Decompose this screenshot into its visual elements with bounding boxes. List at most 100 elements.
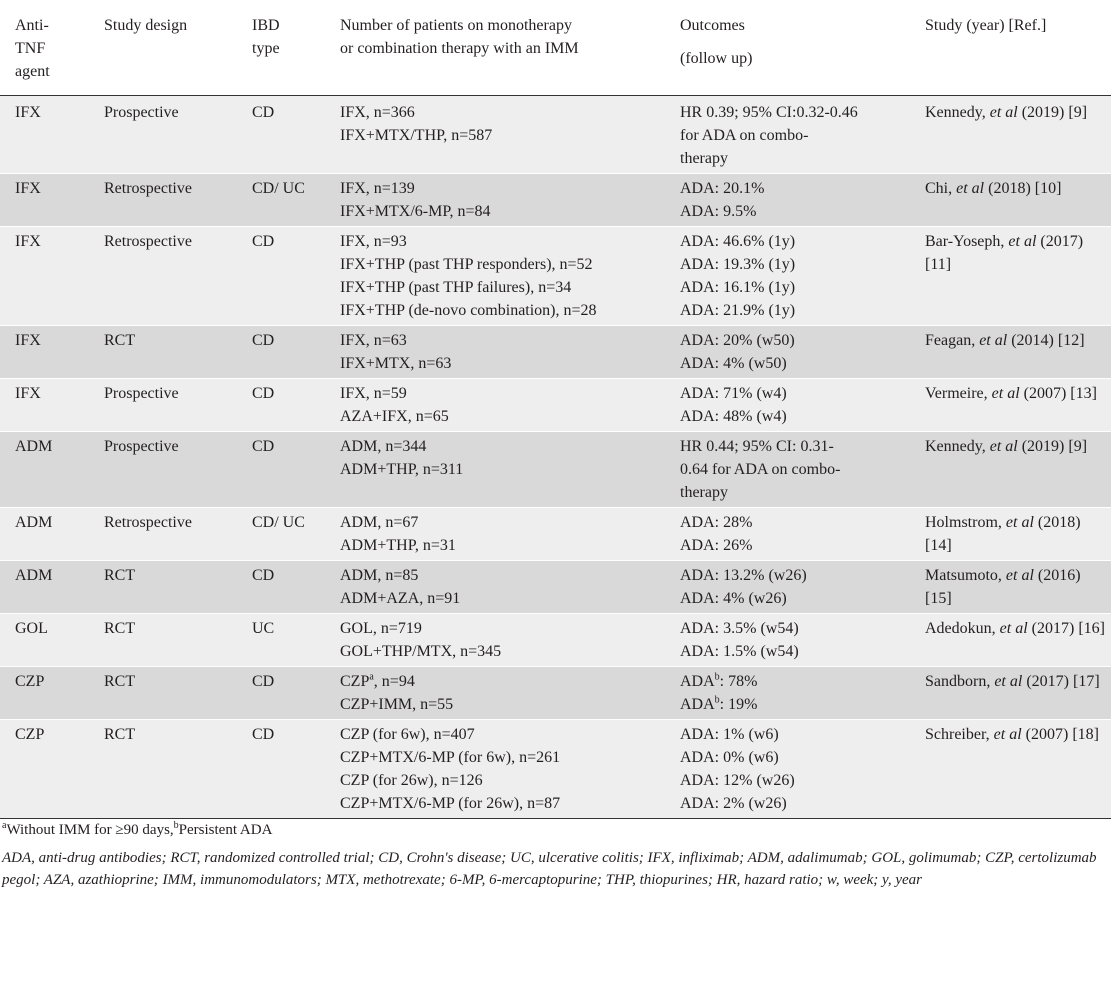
study-author: Vermeire, xyxy=(925,385,988,402)
header-outcomes: Outcomes (follow up) xyxy=(665,0,910,96)
outcomes-line: ADA: 3.5% (w54) xyxy=(680,620,799,637)
study-year-ref: (2016) [15] xyxy=(925,567,1081,607)
cell-ibd-type: CD xyxy=(237,378,325,432)
cell-design: RCT xyxy=(89,325,237,379)
cell-study: Chi, et al (2018) [10] xyxy=(910,173,1111,227)
cell-ibd-type: CD xyxy=(237,719,325,819)
patients-line: ADM+THP, n=31 xyxy=(340,537,456,554)
patients-line: IFX, n=366 xyxy=(340,104,415,121)
cell-ibd-type: CD xyxy=(237,226,325,326)
study-et-al: et al xyxy=(991,385,1020,402)
cell-agent: IFX xyxy=(0,95,89,174)
patients-line: CZPa, n=94 xyxy=(340,671,415,690)
table-row: ADM Prospective CD ADM, n=344 ADM+THP, n=311… xyxy=(0,431,1111,508)
patients-line: CZP+MTX/6-MP (for 6w), n=261 xyxy=(340,749,561,766)
cell-patients: CZP (for 6w), n=407 CZP+MTX/6-MP (for 6w)… xyxy=(325,719,665,819)
study-et-al: et al xyxy=(989,104,1018,121)
cell-agent: IFX xyxy=(0,325,89,379)
cell-agent: ADM xyxy=(0,560,89,614)
cell-design: RCT xyxy=(89,666,237,720)
outcomes-line: ADA: 13.2% (w26) xyxy=(680,567,807,584)
header-study: Study (year) [Ref.] xyxy=(910,0,1111,96)
cell-design: Prospective xyxy=(89,431,237,508)
patients-line: ADM+THP, n=311 xyxy=(340,461,464,478)
outcomes-line: ADA: 20.1% xyxy=(680,180,765,197)
patients-line: CZP (for 26w), n=126 xyxy=(340,772,483,789)
table-row: CZP RCT CD CZP (for 6w), n=407 CZP+MTX/6-MP … xyxy=(0,719,1111,819)
cell-outcomes: ADA: 20.1% ADA: 9.5% xyxy=(665,173,910,227)
study-author: Feagan, xyxy=(925,332,976,349)
cell-patients: IFX, n=93 IFX+THP (past THP responders), … xyxy=(325,226,665,326)
cell-study: Feagan, et al (2014) [12] xyxy=(910,325,1111,379)
cell-outcomes: HR 0.39; 95% CI:0.32-0.46 for ADA on comb… xyxy=(665,95,910,174)
cell-study: Kennedy, et al (2019) [9] xyxy=(910,431,1111,508)
outcomes-line: 0.64 for ADA on combo- xyxy=(680,461,841,478)
cell-patients: IFX, n=59 AZA+IFX, n=65 xyxy=(325,378,665,432)
cell-patients: IFX, n=366 IFX+MTX/THP, n=587 xyxy=(325,95,665,174)
outcomes-line: ADA: 46.6% (1y) xyxy=(680,233,796,250)
patients-line: IFX, n=59 xyxy=(340,385,407,402)
footnote-marks: aWithout IMM for ≥90 days,bPersistent AD… xyxy=(2,820,273,839)
cell-design: RCT xyxy=(89,613,237,667)
study-year-ref: (2019) [9] xyxy=(1021,104,1088,121)
cell-design: Prospective xyxy=(89,378,237,432)
study-author: Bar-Yoseph, xyxy=(925,233,1005,250)
cell-ibd-type: CD xyxy=(237,325,325,379)
header-patients: Number of patients on monotherapy or com… xyxy=(325,0,665,96)
table-row: IFX Retrospective CD/ UC IFX, n=139 IFX+MTX/… xyxy=(0,173,1111,227)
header-row: Anti- TNF agent Study design IBD type Nu… xyxy=(0,0,1111,96)
outcomes-line: ADA: 12% (w26) xyxy=(680,772,795,789)
cell-patients: ADM, n=344 ADM+THP, n=311 xyxy=(325,431,665,508)
study-author: Sandborn, xyxy=(925,673,991,690)
cell-ibd-type: CD xyxy=(237,666,325,720)
table-row: CZP RCT CD CZPa, n=94 CZP+IMM, n=55 ADAb: 78%… xyxy=(0,666,1111,720)
study-et-al: et al xyxy=(956,180,985,197)
cell-ibd-type: UC xyxy=(237,613,325,667)
cell-agent: CZP xyxy=(0,719,89,819)
cell-ibd-type: CD xyxy=(237,560,325,614)
outcomes-line: ADA: 2% (w26) xyxy=(680,795,787,812)
cell-patients: IFX, n=63 IFX+MTX, n=63 xyxy=(325,325,665,379)
outcomes-line: ADA: 0% (w6) xyxy=(680,749,779,766)
outcomes-line: ADA: 28% xyxy=(680,514,753,531)
outcomes-line: ADA: 1% (w6) xyxy=(680,726,779,743)
cell-ibd-type: CD/ UC xyxy=(237,173,325,227)
outcomes-line: for ADA on combo- xyxy=(680,127,809,144)
study-year-ref: (2017) [16] xyxy=(1031,620,1105,637)
cell-agent: ADM xyxy=(0,507,89,561)
study-year-ref: (2017) [17] xyxy=(1026,673,1100,690)
cell-ibd-type: CD/ UC xyxy=(237,507,325,561)
cell-patients: IFX, n=139 IFX+MTX/6-MP, n=84 xyxy=(325,173,665,227)
cell-agent: IFX xyxy=(0,173,89,227)
cell-ibd-type: CD xyxy=(237,95,325,174)
study-et-al: et al xyxy=(1008,233,1037,250)
cell-agent: GOL xyxy=(0,613,89,667)
outcomes-line: ADA: 21.9% (1y) xyxy=(680,302,796,319)
cell-patients: CZPa, n=94 CZP+IMM, n=55 xyxy=(325,666,665,720)
cell-agent: ADM xyxy=(0,431,89,508)
header-ibd-type: IBD type xyxy=(237,0,325,96)
cell-study: Schreiber, et al (2007) [18] xyxy=(910,719,1111,819)
outcomes-line: ADA: 71% (w4) xyxy=(680,385,787,402)
study-et-al: et al xyxy=(999,620,1028,637)
footnote-abbreviations: ADA, anti-drug antibodies; RCT, randomiz… xyxy=(2,850,1097,888)
cell-agent: CZP xyxy=(0,666,89,720)
cell-patients: ADM, n=67 ADM+THP, n=31 xyxy=(325,507,665,561)
cell-outcomes: ADA: 13.2% (w26) ADA: 4% (w26) xyxy=(665,560,910,614)
cell-agent: IFX xyxy=(0,226,89,326)
outcomes-line: ADA: 48% (w4) xyxy=(680,408,787,425)
study-year-ref: (2014) [12] xyxy=(1011,332,1085,349)
cell-outcomes: ADA: 46.6% (1y) ADA: 19.3% (1y) ADA: 16.1%… xyxy=(665,226,910,326)
cell-patients: GOL, n=719 GOL+THP/MTX, n=345 xyxy=(325,613,665,667)
study-year-ref: (2018) [14] xyxy=(925,514,1081,554)
cell-study: Adedokun, et al (2017) [16] xyxy=(910,613,1111,667)
cell-study: Holmstrom, et al (2018) [14] xyxy=(910,507,1111,561)
cell-design: Retrospective xyxy=(89,226,237,326)
patients-line: CZP+IMM, n=55 xyxy=(340,696,454,713)
cell-patients: ADM, n=85 ADM+AZA, n=91 xyxy=(325,560,665,614)
table-row: ADM RCT CD ADM, n=85 ADM+AZA, n=91 ADA: 13.2%… xyxy=(0,560,1111,614)
cell-design: RCT xyxy=(89,719,237,819)
study-et-al: et al xyxy=(993,726,1022,743)
study-author: Schreiber, xyxy=(925,726,990,743)
study-author: Matsumoto, xyxy=(925,567,1002,584)
